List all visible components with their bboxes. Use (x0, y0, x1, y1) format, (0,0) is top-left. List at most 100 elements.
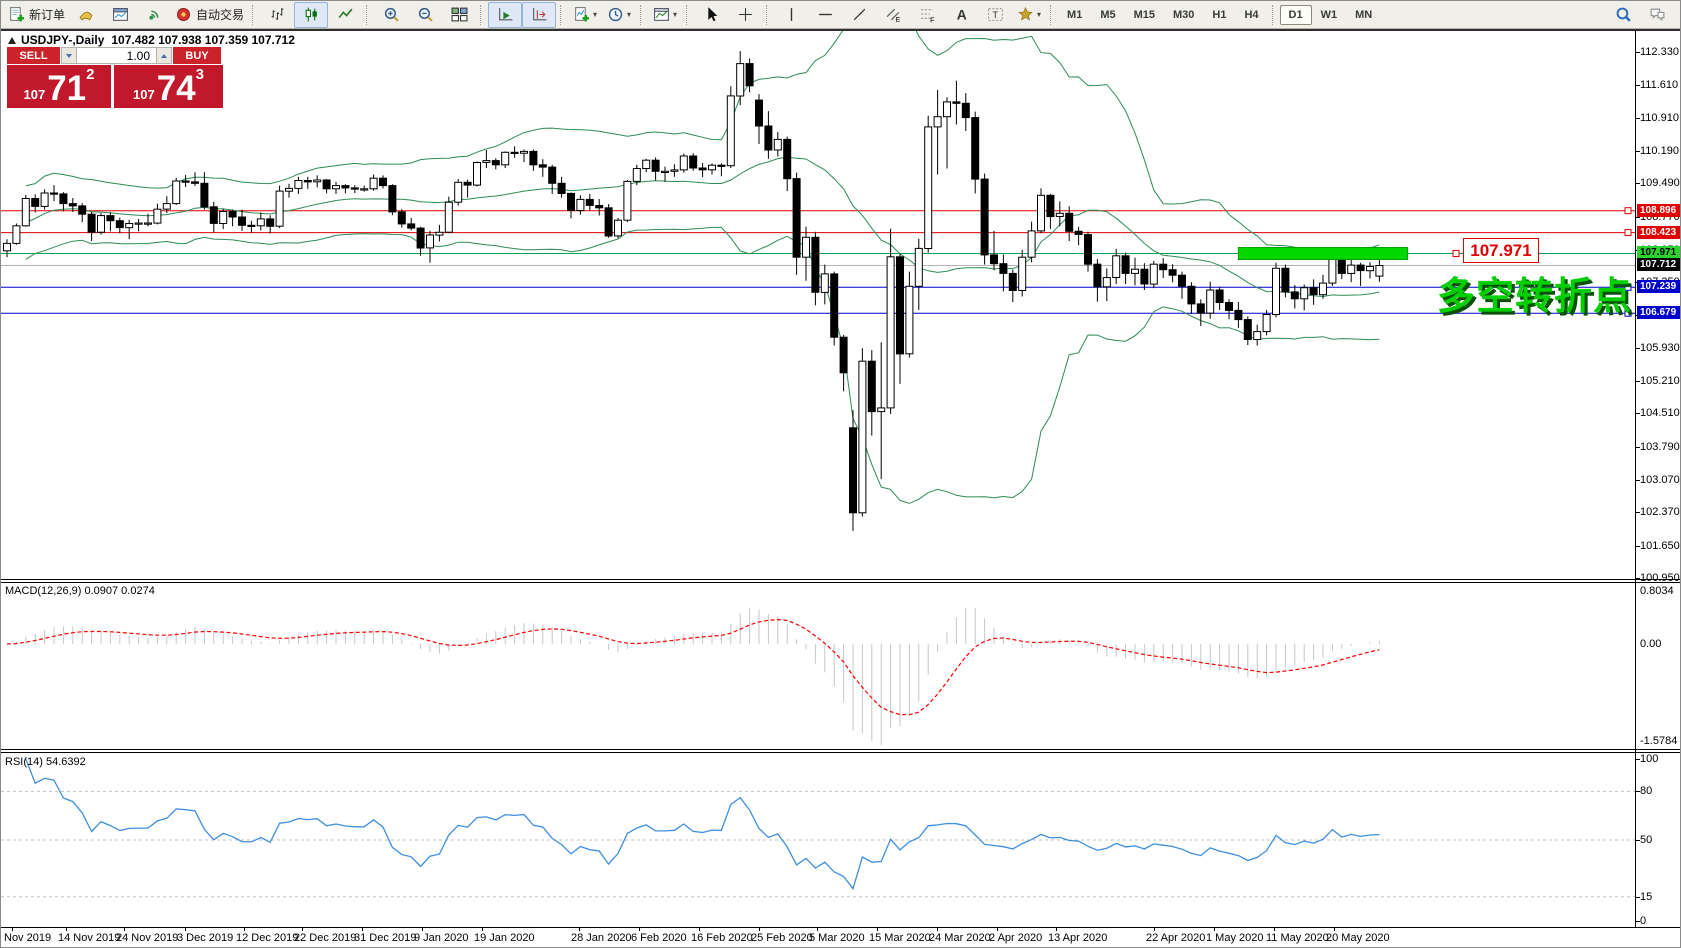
search-button[interactable] (1606, 2, 1640, 28)
date-tick-mark (1334, 927, 1335, 931)
date-label: 5 Mar 2020 (809, 932, 865, 944)
vertical-line-button[interactable] (774, 2, 808, 28)
periods-icon (608, 7, 623, 22)
date-label: 16 Feb 2020 (691, 932, 753, 944)
signals-button[interactable] (137, 2, 171, 28)
timeframe-m15-button[interactable]: M15 (1133, 8, 1155, 21)
buy-price-point: 3 (195, 66, 204, 83)
price-tick-mark (1636, 217, 1640, 218)
price-tick-mark (1636, 151, 1640, 152)
timeframe-mn-button[interactable]: MN (1355, 8, 1373, 21)
dropdown-caret-icon: ▾ (627, 10, 632, 19)
zoom-out-button[interactable] (408, 2, 442, 28)
sell-price-button[interactable]: 107 71 2 (7, 65, 111, 108)
price-tick-label: 104.510 (1640, 407, 1680, 419)
buy-price-button[interactable]: 107 74 3 (114, 65, 223, 108)
volume-decrease-button[interactable] (61, 47, 77, 64)
price-tick-mark (1636, 578, 1640, 579)
fibonacci-retracement-button[interactable]: F (910, 2, 944, 28)
date-tick-mark (759, 927, 760, 931)
arrows-button[interactable]: ▾ (1012, 2, 1046, 28)
text-icon: A (956, 6, 966, 22)
new-chart-button[interactable]: ▾ (568, 2, 602, 28)
date-tick-mark (937, 927, 938, 931)
rsi-pane-splitter[interactable] (1, 749, 1680, 753)
buy-price-pips: 74 (156, 69, 196, 108)
date-tick-mark (124, 927, 125, 931)
bar-chart-button[interactable] (260, 2, 294, 28)
zoom-in-button[interactable] (374, 2, 408, 28)
trendline-icon (853, 8, 865, 21)
equidistant-channel-icon: E (886, 8, 900, 23)
date-tick-mark (639, 927, 640, 931)
macd-pane-splitter[interactable] (1, 579, 1680, 583)
sell-button[interactable]: SELL (7, 47, 61, 64)
text-button[interactable]: A (944, 2, 978, 28)
collapse-panel-arrow-icon[interactable] (8, 36, 16, 44)
date-tick-mark (877, 927, 878, 931)
timeframe-h4-button[interactable]: H4 (1244, 8, 1259, 21)
expert-advisors-button[interactable] (69, 2, 103, 28)
templates-button[interactable]: ▾ (648, 2, 682, 28)
price-tick-mark (1636, 447, 1640, 448)
date-label: 6 Feb 2020 (631, 932, 687, 944)
symbol-period-label: USDJPY-,Daily (21, 33, 105, 47)
autotrading-icon (177, 8, 190, 21)
date-label: 2 Apr 2020 (989, 932, 1043, 944)
tile-windows-button[interactable] (442, 2, 476, 28)
horizontal-line-button[interactable] (808, 2, 842, 28)
price-level-label[interactable]: 107.971 (1463, 238, 1539, 263)
toolbar-separator (1271, 4, 1276, 25)
timeframe-h1-button[interactable]: H1 (1212, 8, 1227, 21)
periods-button[interactable]: ▾ (602, 2, 636, 28)
cursor-icon (707, 7, 717, 22)
rsi-axis-label: 50 (1640, 834, 1653, 846)
search-icon (1616, 7, 1631, 22)
date-tick-mark (817, 927, 818, 931)
price-tick-mark (1636, 183, 1640, 184)
dropdown-caret-icon: ▾ (1037, 10, 1042, 19)
price-tick-mark (1636, 512, 1640, 513)
date-tick-mark (1056, 927, 1057, 931)
timeframe-w1-button[interactable]: W1 (1320, 8, 1338, 21)
date-tick-mark (12, 927, 13, 931)
cursor-button[interactable] (694, 2, 728, 28)
macd-plot (6, 607, 1380, 745)
line-chart-button[interactable] (328, 2, 362, 28)
candlestick-chart-button[interactable] (294, 1, 329, 28)
chart-shift-button[interactable] (522, 1, 557, 28)
chinese-annotation[interactable]: 多空转折点 (1437, 276, 1633, 318)
price-tick-label: 109.490 (1640, 177, 1680, 189)
date-tick-mark (1274, 927, 1275, 931)
date-label: 3 Dec 2019 (177, 932, 234, 944)
rsi-tick-mark (1636, 897, 1640, 898)
price-tick-label: 110.190 (1640, 145, 1679, 157)
date-label: 15 Mar 2020 (869, 932, 931, 944)
price-tick-label: 103.790 (1640, 441, 1680, 453)
volume-input[interactable] (77, 47, 156, 64)
new-chart-icon (575, 7, 589, 22)
data-window-button[interactable] (103, 2, 137, 28)
timeframe-d1-button[interactable]: D1 (1279, 4, 1312, 25)
toolbar-separator (252, 4, 256, 25)
new-order-button[interactable]: 新订单 (4, 2, 69, 28)
trendline-button[interactable] (842, 2, 876, 28)
ohlc-values: 107.482 107.938 107.359 107.712 (111, 33, 295, 47)
date-label: 25 Feb 2020 (751, 932, 813, 944)
crosshair-button[interactable] (728, 2, 762, 28)
volume-increase-button[interactable] (156, 47, 172, 64)
timeframe-m5-button[interactable]: M5 (1100, 8, 1116, 21)
equidistant-channel-button[interactable]: E (876, 2, 910, 28)
buy-button[interactable]: BUY (172, 47, 221, 64)
candlestick-chart-icon (305, 7, 317, 22)
date-label: 11 May 2020 (1266, 932, 1329, 944)
auto-scroll-button[interactable] (488, 1, 523, 28)
chat-button[interactable] (1640, 2, 1674, 28)
timeframe-m30-button[interactable]: M30 (1173, 8, 1195, 21)
price-tick-mark (1636, 413, 1640, 414)
macd-axis-label: 0.00 (1640, 638, 1662, 650)
text-label-button[interactable]: T (978, 2, 1012, 28)
autotrading-button[interactable]: 自动交易 (171, 2, 248, 28)
price-badge-107.971: 107.971 (1637, 246, 1680, 259)
timeframe-m1-button[interactable]: M1 (1067, 8, 1083, 21)
